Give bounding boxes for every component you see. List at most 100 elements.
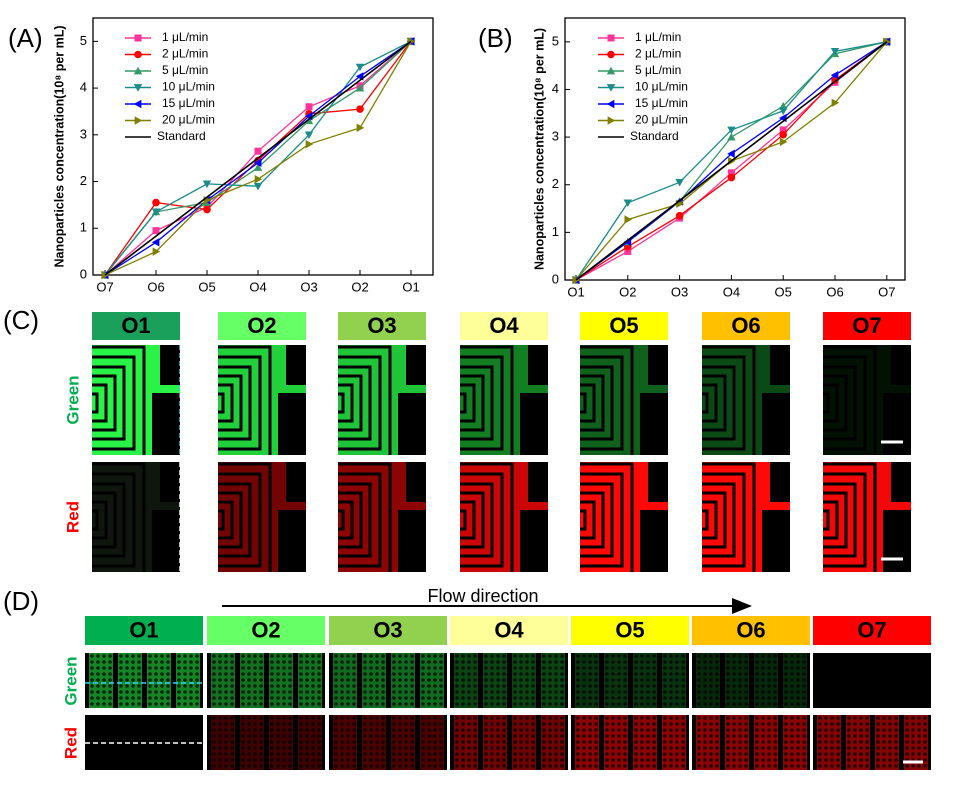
pillar xyxy=(525,728,529,732)
pillar xyxy=(224,678,228,682)
pillar xyxy=(513,678,517,682)
pillar xyxy=(137,654,141,658)
marker xyxy=(253,158,262,168)
pillar xyxy=(461,654,465,658)
pillar xyxy=(212,716,216,720)
pillar xyxy=(108,660,112,664)
pillar xyxy=(241,740,245,744)
pillar xyxy=(911,716,915,720)
pillar xyxy=(490,758,494,762)
pillar xyxy=(709,654,713,658)
marker xyxy=(779,126,787,134)
pillar xyxy=(646,696,650,700)
pillar xyxy=(582,746,586,750)
pillar xyxy=(137,660,141,664)
pillar xyxy=(282,690,286,694)
pillar xyxy=(288,672,292,676)
pillar xyxy=(611,660,615,664)
pillar xyxy=(189,660,193,664)
pillar xyxy=(824,716,828,720)
pillar xyxy=(195,684,199,688)
pillar xyxy=(427,722,431,726)
pillar xyxy=(496,702,500,706)
pillar xyxy=(732,716,736,720)
pillar xyxy=(652,722,656,726)
pillar xyxy=(346,716,350,720)
image-bg xyxy=(813,653,931,708)
pillar xyxy=(531,666,535,670)
pillar xyxy=(726,684,730,688)
pillar xyxy=(381,758,385,762)
pillar xyxy=(410,660,414,664)
pillar xyxy=(410,696,414,700)
pillar xyxy=(576,702,580,706)
pillar xyxy=(346,752,350,756)
pillar xyxy=(247,758,251,762)
channel-edge xyxy=(823,509,830,531)
pillar xyxy=(96,690,100,694)
pillar xyxy=(560,690,564,694)
pillar xyxy=(755,672,759,676)
pillar xyxy=(392,684,396,688)
marker xyxy=(254,175,263,184)
pillar xyxy=(461,746,465,750)
pillar xyxy=(224,654,228,658)
pillar xyxy=(218,734,222,738)
pillar xyxy=(703,666,707,670)
pillar xyxy=(241,722,245,726)
pillar xyxy=(582,654,586,658)
pillar xyxy=(166,702,170,706)
pillar xyxy=(455,722,459,726)
pillar xyxy=(726,716,730,720)
pillar xyxy=(513,684,517,688)
pillar xyxy=(761,722,765,726)
pillar xyxy=(738,672,742,676)
pillar xyxy=(784,654,788,658)
pillar xyxy=(888,764,892,768)
column-header xyxy=(338,312,426,340)
x-tick-label: O1 xyxy=(402,279,419,294)
pillar xyxy=(108,690,112,694)
pillar xyxy=(681,660,685,664)
pillar xyxy=(640,734,644,738)
pillar xyxy=(582,672,586,676)
pillar xyxy=(276,690,280,694)
pillar xyxy=(796,684,800,688)
pillar xyxy=(230,684,234,688)
pillar xyxy=(352,722,356,726)
pillar xyxy=(195,696,199,700)
pillar xyxy=(282,696,286,700)
pillar xyxy=(340,716,344,720)
legend-label: 15 μL/min xyxy=(162,96,215,110)
pillar xyxy=(102,702,106,706)
pillar xyxy=(108,696,112,700)
pillar xyxy=(484,746,488,750)
pillar xyxy=(588,654,592,658)
pillar xyxy=(183,696,187,700)
pillar xyxy=(847,728,851,732)
pillar xyxy=(218,678,222,682)
pillar xyxy=(554,740,558,744)
pillar xyxy=(433,746,437,750)
pillar xyxy=(381,764,385,768)
pillar xyxy=(703,702,707,706)
pillar xyxy=(195,672,199,676)
pillar xyxy=(634,654,638,658)
pillar xyxy=(882,722,886,726)
pillar xyxy=(818,734,822,738)
pillar xyxy=(340,654,344,658)
pillar xyxy=(859,758,863,762)
pillar xyxy=(230,716,234,720)
channel-edge xyxy=(460,500,476,540)
pillar xyxy=(230,758,234,762)
pillar xyxy=(611,728,615,732)
pillar xyxy=(905,752,909,756)
pillar xyxy=(594,716,598,720)
pillar xyxy=(652,758,656,762)
pillar xyxy=(160,702,164,706)
pillar xyxy=(640,764,644,768)
pillar xyxy=(744,746,748,750)
pillar xyxy=(276,722,280,726)
pillar xyxy=(340,684,344,688)
pillar xyxy=(305,734,309,738)
